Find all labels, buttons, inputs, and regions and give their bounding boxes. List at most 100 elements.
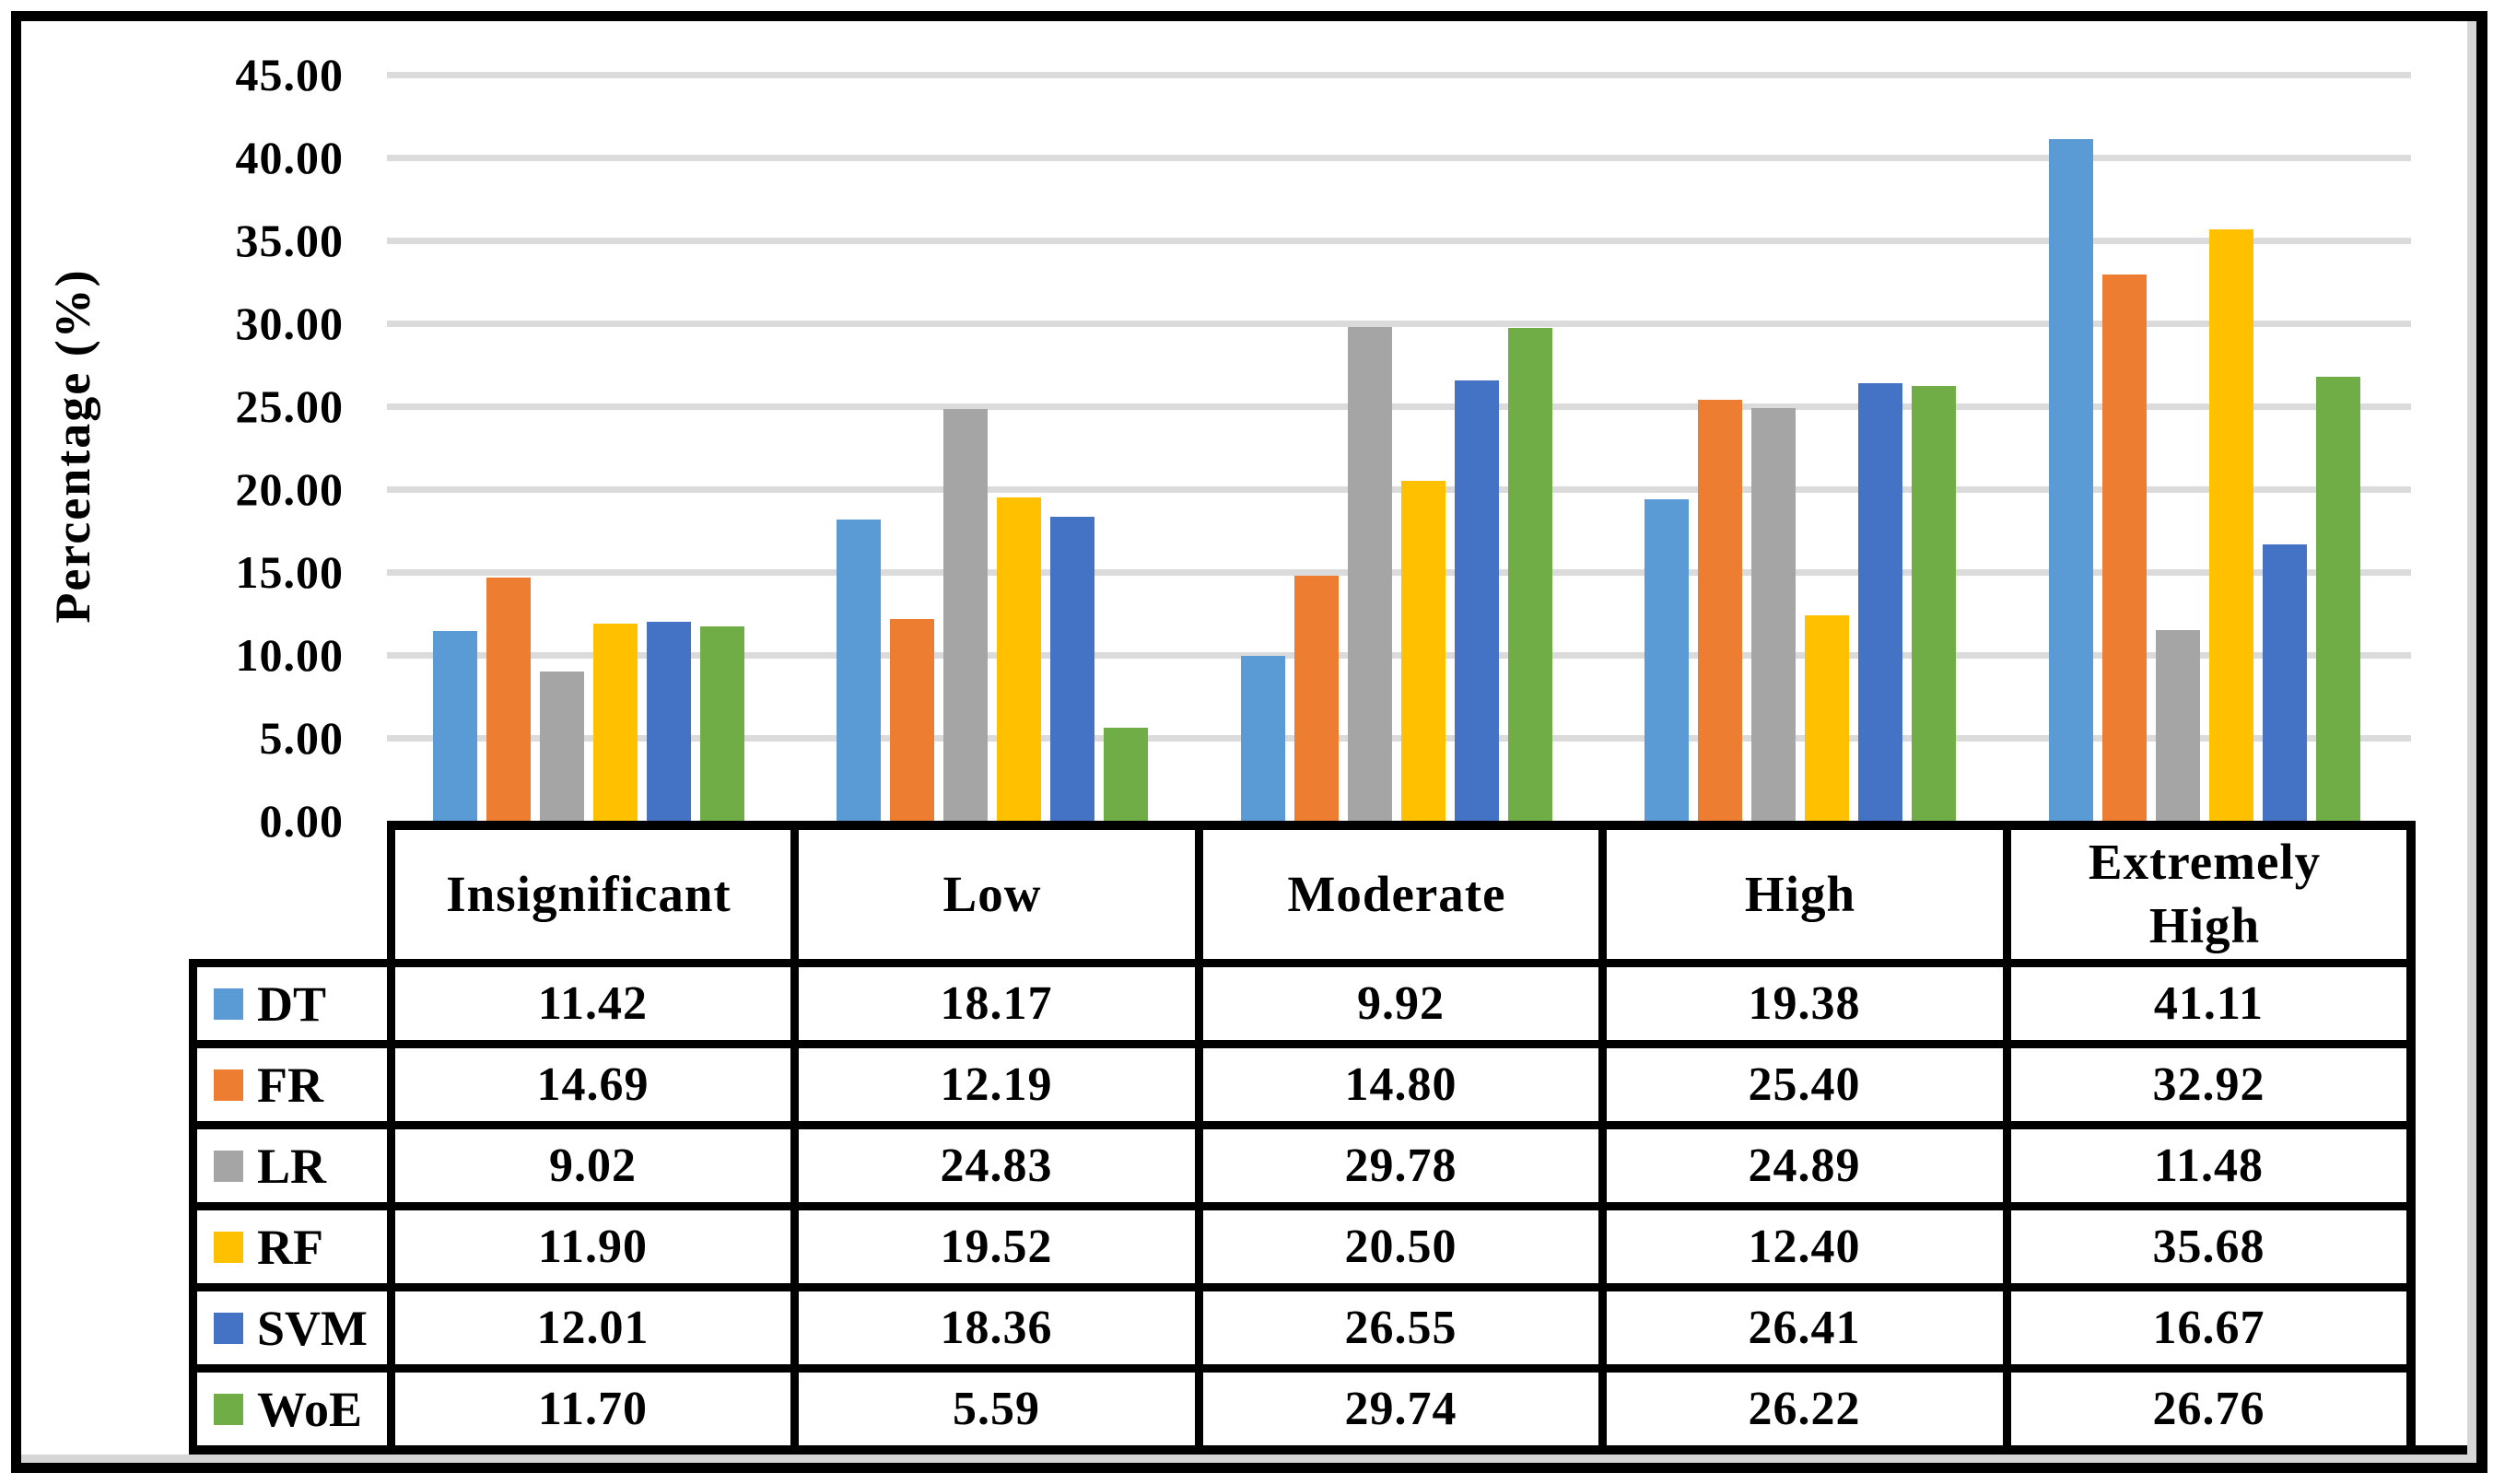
table-value-cell: 26.41	[1748, 1302, 1861, 1354]
legend-item-dt: DT	[197, 967, 387, 1040]
table-header-label: Extremely High	[2088, 834, 2322, 953]
table-border-bottom	[189, 1445, 2467, 1455]
table-value-cell: 14.69	[536, 1058, 650, 1111]
table-border-top	[387, 821, 2416, 830]
bar-dt-5	[2049, 139, 2093, 821]
legend-swatch-woe	[214, 1393, 243, 1425]
legend-swatch-dt	[214, 987, 243, 1020]
bar-svm-5	[2263, 544, 2307, 821]
table-border-row	[189, 1040, 2416, 1048]
gridline	[387, 155, 2411, 161]
table-value-cell: 35.68	[2152, 1221, 2265, 1273]
y-axis-tick-label: 25.00	[235, 380, 344, 432]
table-value-cell: 29.74	[1344, 1383, 1457, 1435]
table-value-cell: 9.92	[1357, 977, 1445, 1030]
bar-rf-5	[2209, 229, 2253, 821]
legend-swatch-fr	[214, 1069, 243, 1101]
legend-label: RF	[257, 1219, 323, 1275]
table-border-col	[2003, 821, 2011, 1455]
table-value-cell: 9.02	[549, 1139, 637, 1192]
y-axis-tick-label: 10.00	[235, 629, 344, 681]
bar-dt-1	[433, 631, 477, 821]
table-border-col	[1195, 821, 1203, 1455]
table-border-col	[387, 821, 395, 1455]
table-value-cell: 24.83	[940, 1139, 1053, 1192]
y-axis-tick-label: 20.00	[235, 463, 344, 515]
bar-lr-4	[1751, 408, 1796, 821]
bar-fr-4	[1698, 400, 1742, 821]
legend-swatch-lr	[214, 1150, 243, 1182]
bar-fr-1	[486, 578, 531, 821]
table-value-cell: 41.11	[2153, 977, 2265, 1030]
bar-svm-4	[1858, 383, 1902, 821]
table-value-cell: 12.40	[1748, 1221, 1861, 1273]
bar-fr-2	[890, 619, 934, 821]
gridline	[387, 735, 2411, 742]
gridline	[387, 569, 2411, 576]
table-value-cell: 18.36	[940, 1302, 1053, 1354]
chart-shadow-bottom	[21, 1455, 2476, 1463]
gridline	[387, 652, 2411, 659]
chart-outer-border-left	[11, 11, 21, 1473]
table-border-row	[189, 959, 2416, 967]
legend-label: SVM	[257, 1300, 368, 1356]
table-header-cell: Extremely High	[2012, 830, 2397, 959]
bar-woe-1	[700, 626, 744, 821]
bar-rf-2	[997, 497, 1041, 821]
table-header-cell: Moderate	[1204, 830, 1589, 959]
table-border-row	[189, 1364, 2416, 1373]
bar-dt-4	[1644, 499, 1689, 821]
table-value-cell: 16.67	[2152, 1302, 2265, 1354]
table-value-cell: 25.40	[1748, 1058, 1861, 1111]
legend-label: WoE	[257, 1381, 363, 1437]
table-value-cell: 18.17	[940, 977, 1053, 1030]
legend-label: DT	[257, 976, 327, 1032]
bar-svm-2	[1050, 517, 1094, 821]
y-axis-tick-label: 40.00	[235, 132, 344, 183]
table-value-cell: 26.76	[2152, 1383, 2265, 1435]
bar-lr-2	[943, 409, 988, 821]
table-header-label: Insignificant	[446, 865, 732, 922]
bar-lr-3	[1348, 327, 1392, 821]
table-value-cell: 11.42	[537, 977, 649, 1030]
legend-item-rf: RF	[197, 1210, 387, 1283]
bar-woe-5	[2316, 377, 2360, 821]
legend-swatch-svm	[214, 1312, 243, 1344]
table-header-label: Low	[942, 865, 1042, 922]
legend-swatch-rf	[214, 1231, 243, 1263]
table-header-label: Moderate	[1287, 865, 1506, 922]
table-value-cell: 24.89	[1748, 1139, 1861, 1192]
table-value-cell: 26.22	[1748, 1383, 1861, 1435]
table-value-cell: 12.19	[940, 1058, 1053, 1111]
y-axis-tick-label: 0.00	[259, 795, 344, 847]
y-axis-tick-label: 30.00	[235, 298, 344, 349]
bar-dt-3	[1241, 656, 1285, 821]
legend-label: FR	[257, 1057, 323, 1113]
bar-woe-3	[1508, 328, 1552, 821]
table-border-row	[189, 1283, 2416, 1291]
bar-lr-1	[540, 672, 584, 821]
bar-rf-4	[1805, 615, 1849, 821]
y-axis-tick-label: 15.00	[235, 546, 344, 598]
table-border-col	[2406, 821, 2416, 1455]
table-header-cell: Insignificant	[396, 830, 781, 959]
y-axis-title: Percentage (%)	[45, 268, 100, 624]
bar-fr-3	[1294, 576, 1339, 821]
bar-woe-2	[1104, 728, 1148, 821]
gridline	[387, 238, 2411, 244]
y-axis-tick-label: 5.00	[259, 712, 344, 764]
legend-item-lr: LR	[197, 1129, 387, 1202]
bar-lr-5	[2156, 630, 2200, 821]
table-value-cell: 32.92	[2152, 1058, 2265, 1111]
table-value-cell: 11.70	[537, 1383, 649, 1435]
table-header-cell: Low	[800, 830, 1185, 959]
y-axis-tick-label: 35.00	[235, 215, 344, 266]
chart-outer-border-right	[2476, 11, 2487, 1473]
table-value-cell: 11.90	[537, 1221, 649, 1273]
table-value-cell: 26.55	[1344, 1302, 1457, 1354]
bar-rf-1	[593, 624, 638, 821]
bar-dt-2	[837, 520, 881, 821]
legend-label: LR	[257, 1138, 327, 1194]
table-value-cell: 19.38	[1748, 977, 1861, 1030]
